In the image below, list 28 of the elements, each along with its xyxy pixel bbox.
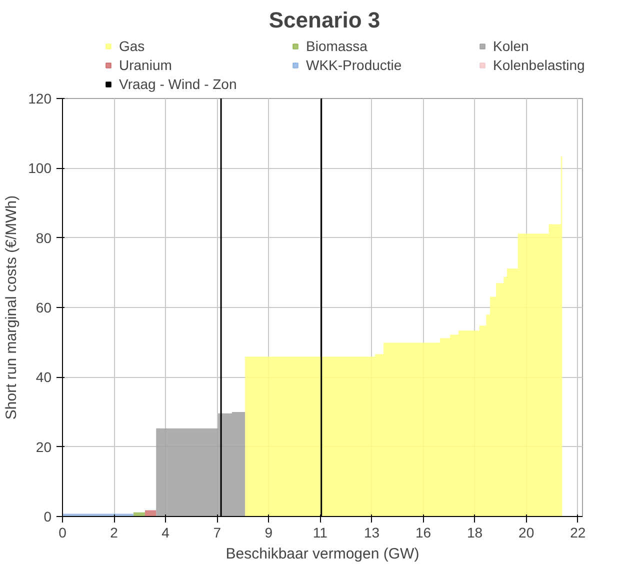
legend-label: Kolenbelasting: [493, 57, 586, 73]
y-tick-label: 80: [36, 230, 52, 246]
x-tick-label: 9: [264, 524, 273, 540]
y-tick-label: 20: [36, 438, 52, 455]
x-tick-label: 16: [415, 524, 432, 540]
legend-label: WKK-Productie: [306, 57, 403, 73]
legend-label: Kolen: [493, 38, 530, 54]
y-tick-label: 60: [36, 300, 52, 316]
x-tick-label: 4: [162, 524, 170, 540]
x-tick-label: 7: [213, 524, 222, 540]
legend-label: Vraag - Wind - Zon: [119, 76, 238, 92]
x-tick-label: 13: [364, 524, 380, 540]
x-tick-label: 2: [110, 524, 118, 540]
x-tick-label: 22: [570, 524, 586, 540]
y-tick-label: 100: [28, 160, 52, 176]
chart-title: Scenario 3: [268, 8, 380, 32]
x-tick-label: 0: [58, 524, 67, 540]
x-tick-label: 20: [518, 524, 534, 540]
y-tick-label: 40: [36, 369, 52, 386]
y-tick-label: 120: [28, 90, 52, 106]
x-tick-label: 18: [467, 524, 483, 540]
legend-label: Gas: [119, 38, 146, 54]
y-tick-label: 0: [44, 508, 52, 524]
x-axis-title: Beschikbaar vermogen (GW): [226, 546, 420, 562]
y-axis-title: Short run marginal costs (€/MWh): [3, 195, 20, 420]
x-tick-label: 11: [312, 524, 328, 540]
legend-label: Biomassa: [306, 38, 368, 54]
legend-label: Uranium: [119, 57, 173, 73]
